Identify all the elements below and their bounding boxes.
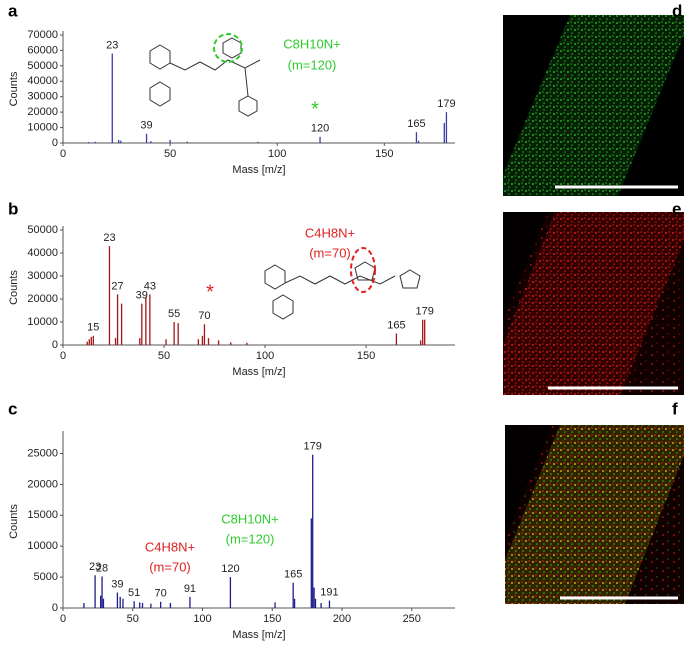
peak-label: 179 bbox=[437, 98, 455, 110]
x-tick-label: 50 bbox=[127, 613, 139, 625]
y-tick-label: 30000 bbox=[27, 91, 58, 103]
y-tick-label: 0 bbox=[52, 339, 58, 351]
x-axis-label: Mass [m/z] bbox=[232, 366, 285, 378]
sample-band bbox=[503, 212, 684, 395]
y-tick-label: 40000 bbox=[27, 247, 58, 259]
peak-label: 165 bbox=[387, 319, 405, 331]
x-tick-label: 0 bbox=[60, 350, 66, 362]
x-axis-label: Mass [m/z] bbox=[232, 629, 285, 641]
spectrum-2: c 0 5000 10000 15000 20000 25000 0 50 100 150 200 25… bbox=[8, 399, 455, 641]
annotation: * bbox=[311, 98, 319, 120]
y-tick-label: 10000 bbox=[27, 316, 58, 328]
y-tick-label: 25000 bbox=[27, 447, 58, 459]
image-d bbox=[503, 15, 684, 196]
x-tick-label: 200 bbox=[333, 613, 351, 625]
y-axis-label: Counts bbox=[8, 504, 20, 539]
panel-letter: d bbox=[672, 1, 682, 20]
panel-letter: a bbox=[8, 1, 18, 20]
image-f bbox=[505, 425, 684, 604]
x-tick-label: 100 bbox=[256, 350, 274, 362]
annotation: (m=120) bbox=[288, 57, 337, 72]
peak-label: 39 bbox=[140, 120, 152, 132]
x-tick-label: 100 bbox=[268, 148, 286, 160]
peak-label: 23 bbox=[103, 232, 115, 244]
y-tick-label: 70000 bbox=[27, 29, 58, 41]
x-tick-label: 250 bbox=[403, 613, 421, 625]
y-tick-label: 20000 bbox=[27, 478, 58, 490]
structure-a bbox=[149, 33, 261, 117]
peak-label: 179 bbox=[416, 306, 434, 318]
annotation: (m=70) bbox=[149, 559, 191, 574]
panel-letter: f bbox=[672, 399, 678, 418]
y-tick-label: 30000 bbox=[27, 270, 58, 282]
panel-letter: b bbox=[8, 199, 18, 218]
y-tick-label: 50000 bbox=[27, 60, 58, 72]
x-tick-label: 150 bbox=[375, 148, 393, 160]
y-tick-label: 15000 bbox=[27, 509, 58, 521]
annotation: (m=70) bbox=[309, 245, 351, 260]
peak-label: 120 bbox=[311, 123, 329, 135]
x-axis-label: Mass [m/z] bbox=[232, 164, 285, 176]
peak-label: 120 bbox=[221, 563, 239, 575]
peak-label: 15 bbox=[87, 322, 99, 334]
peak-label: 43 bbox=[144, 280, 156, 292]
spectrum-1: b 0 10000 20000 30000 40000 50000 0 50 100 150 Mass… bbox=[8, 199, 455, 378]
peak-label: 39 bbox=[136, 290, 148, 302]
y-tick-label: 50000 bbox=[27, 224, 58, 236]
peak-label: 70 bbox=[198, 310, 210, 322]
x-tick-label: 100 bbox=[193, 613, 211, 625]
structure-b bbox=[264, 247, 421, 320]
x-tick-label: 150 bbox=[357, 350, 375, 362]
spectrum-0: a 0 10000 20000 30000 40000 50000 60000 70000 0 50… bbox=[8, 1, 456, 175]
y-tick-label: 10000 bbox=[27, 121, 58, 133]
sample-band bbox=[503, 15, 684, 196]
y-tick-label: 0 bbox=[52, 137, 58, 149]
annotation: (m=120) bbox=[226, 531, 275, 546]
annotation: C4H8N+ bbox=[145, 539, 195, 554]
dark-region bbox=[505, 425, 552, 540]
annotation: C8H10N+ bbox=[221, 511, 278, 526]
x-tick-label: 50 bbox=[164, 148, 176, 160]
y-tick-label: 10000 bbox=[27, 540, 58, 552]
peak-label: 191 bbox=[320, 586, 338, 598]
peak-label: 165 bbox=[407, 118, 425, 130]
annotation: * bbox=[206, 281, 214, 303]
peak-label: 91 bbox=[184, 583, 196, 595]
sample-band bbox=[505, 425, 684, 604]
annotation: C4H8N+ bbox=[305, 225, 355, 240]
annotation: C8H10N+ bbox=[283, 36, 340, 51]
peak-label: 23 bbox=[89, 561, 101, 573]
panel-letter: c bbox=[8, 399, 17, 418]
peak-label: 179 bbox=[304, 441, 322, 453]
y-tick-label: 20000 bbox=[27, 293, 58, 305]
peak-label: 55 bbox=[168, 308, 180, 320]
x-tick-label: 0 bbox=[60, 613, 66, 625]
image-e bbox=[503, 212, 684, 395]
y-tick-label: 0 bbox=[52, 602, 58, 614]
peak-label: 28 bbox=[96, 562, 108, 574]
y-tick-label: 20000 bbox=[27, 106, 58, 118]
peak-label: 27 bbox=[111, 280, 123, 292]
panel-letter: e bbox=[672, 199, 681, 218]
peak-label: 165 bbox=[284, 569, 302, 581]
x-tick-label: 0 bbox=[60, 148, 66, 160]
y-tick-label: 40000 bbox=[27, 75, 58, 87]
y-axis-label: Counts bbox=[8, 270, 20, 305]
peak-label: 23 bbox=[106, 39, 118, 51]
dark-region bbox=[503, 212, 548, 320]
peak-label: 39 bbox=[111, 578, 123, 590]
x-tick-label: 150 bbox=[263, 613, 281, 625]
y-axis-label: Counts bbox=[8, 71, 20, 106]
peak-label: 70 bbox=[155, 588, 167, 600]
x-tick-label: 50 bbox=[158, 350, 170, 362]
peak-label: 51 bbox=[128, 587, 140, 599]
y-tick-label: 60000 bbox=[27, 44, 58, 56]
y-tick-label: 5000 bbox=[34, 571, 58, 583]
